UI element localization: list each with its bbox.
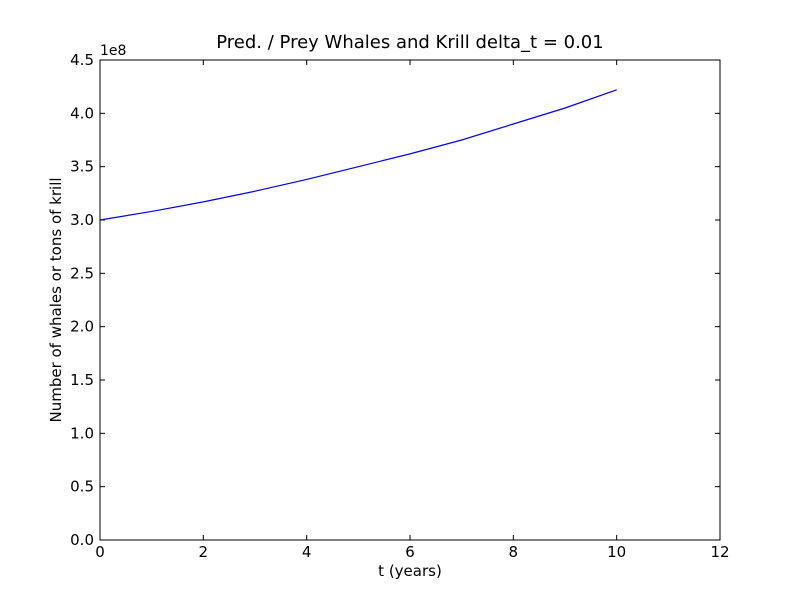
x-tick-label: 6 xyxy=(405,543,415,561)
plot-frame xyxy=(99,59,721,541)
x-tick-label: 10 xyxy=(607,543,626,561)
x-tick-label: 12 xyxy=(710,543,729,561)
y-tick-label: 4.0 xyxy=(70,104,94,122)
y-tick-label: 3.5 xyxy=(70,158,94,176)
y-tick-label: 0.5 xyxy=(70,478,94,496)
x-axis-label: t (years) xyxy=(378,562,442,580)
y-tick-label: 0.0 xyxy=(70,531,94,549)
y-tick-label: 1.0 xyxy=(70,424,94,442)
x-tick-label: 8 xyxy=(509,543,519,561)
series-layer xyxy=(99,89,617,221)
y-tick-label: 2.5 xyxy=(70,264,94,282)
chart-title: Pred. / Prey Whales and Krill delta_t = … xyxy=(216,32,603,53)
axis-ticks: 0 2 4 6 8 10 12 0.0 0.5 1.0 1.5 2.0 2.5 3.0 3.5 4.0 4.5 xyxy=(70,51,729,561)
y-tick-label: 2.0 xyxy=(70,318,94,336)
y-tick-label: 1.5 xyxy=(70,371,94,389)
y-axis-label: Number of whales or tons of krill xyxy=(47,177,65,422)
y-tick-label: 4.5 xyxy=(70,51,94,69)
series-line xyxy=(99,89,617,221)
x-tick-label: 4 xyxy=(302,543,312,561)
y-tick-label: 3.0 xyxy=(70,211,94,229)
x-tick-label: 0 xyxy=(95,543,105,561)
x-tick-label: 2 xyxy=(199,543,209,561)
y-axis-offset-label: 1e8 xyxy=(100,43,126,59)
